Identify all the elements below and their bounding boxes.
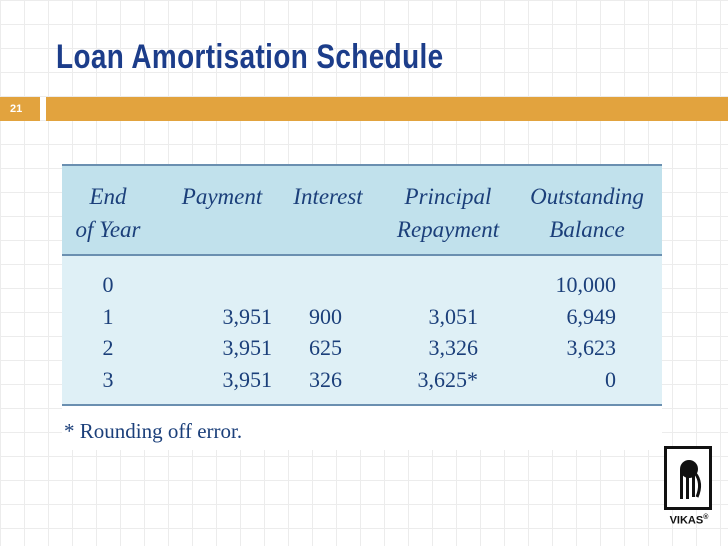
footnote-area bbox=[62, 406, 662, 450]
table-header: End of Year Payment Interest Principal R… bbox=[62, 166, 662, 256]
table-row: 1 3,951 900 3,051 6,949 bbox=[62, 301, 662, 333]
header-payment: Payment bbox=[181, 184, 263, 209]
cell-balance: 6,949 bbox=[566, 303, 617, 329]
footnote: * Rounding off error. bbox=[64, 419, 243, 443]
table-row: 3 3,951 326 3,625* 0 bbox=[62, 364, 662, 396]
cell-principal: 3,625* bbox=[417, 366, 479, 392]
cell-principal: 3,051 bbox=[428, 303, 479, 329]
cell-interest: 625 bbox=[309, 335, 342, 360]
slide-number: 21 bbox=[0, 97, 40, 121]
amortisation-table: End of Year Payment Interest Principal R… bbox=[62, 164, 662, 406]
cell-year: 0 bbox=[102, 272, 114, 297]
cell-balance: 10,000 bbox=[555, 272, 617, 297]
logo-mark-icon bbox=[664, 446, 712, 510]
cell-principal: 3,326 bbox=[428, 335, 479, 360]
header-end-of-year: End of Year bbox=[75, 184, 141, 242]
cell-balance: 0 bbox=[605, 366, 616, 392]
header-interest: Interest bbox=[293, 184, 363, 209]
slide-title: Loan Amortisation Schedule bbox=[56, 38, 444, 76]
table-bottom-rule bbox=[62, 404, 662, 406]
cell-payment: 3,951 bbox=[222, 335, 273, 360]
accent-bar bbox=[46, 97, 728, 121]
cell-balance: 3,623 bbox=[566, 335, 617, 360]
publisher-logo: VIKAS® bbox=[664, 446, 712, 536]
cell-interest: 326 bbox=[309, 366, 342, 392]
cell-year: 3 bbox=[102, 366, 114, 392]
header-outstanding-balance: Outstanding Balance bbox=[530, 184, 644, 242]
cell-year: 1 bbox=[102, 303, 114, 329]
table-row: 0 10,000 bbox=[62, 269, 662, 301]
cell-year: 2 bbox=[102, 335, 114, 360]
table-body: 0 10,000 1 3,951 900 3,051 6,949 2 3,951… bbox=[62, 269, 662, 395]
cell-interest: 900 bbox=[309, 303, 342, 329]
cell-payment: 3,951 bbox=[222, 303, 273, 329]
header-principal-repayment: Principal Repayment bbox=[396, 184, 500, 242]
logo-text: VIKAS® bbox=[669, 514, 709, 527]
cell-payment: 3,951 bbox=[222, 366, 273, 392]
table-row: 2 3,951 625 3,326 3,623 bbox=[62, 332, 662, 364]
